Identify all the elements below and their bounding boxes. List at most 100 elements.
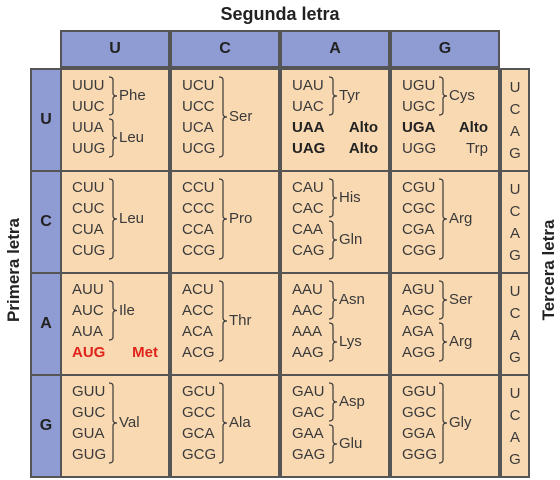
- amino-acid-label: Trp: [466, 140, 488, 157]
- brace-icon: [438, 382, 448, 464]
- third-letter-g: G: [509, 348, 521, 366]
- codon: UAG: [292, 140, 326, 157]
- stop-codon-label: Alto: [458, 119, 488, 136]
- codon: AUU: [72, 281, 104, 298]
- brace-icon: [328, 220, 338, 260]
- third-letter-c: C: [509, 100, 521, 118]
- codon-cell: ACU ACC ACA ACG Thr: [170, 272, 280, 376]
- codon: AGU: [402, 281, 435, 298]
- third-letter-a: A: [509, 428, 520, 446]
- third-letter-a: A: [509, 224, 520, 242]
- codon-cell: UAU UAC UAA UAG Tyr Alto Alto: [280, 68, 390, 172]
- amino-acid-label: Glu: [339, 435, 363, 452]
- codon: UCU: [182, 77, 215, 94]
- codon: UAA: [292, 119, 325, 136]
- brace-icon: [218, 178, 228, 260]
- second-letter-header-g: G: [390, 30, 500, 68]
- amino-acid-label: Ala: [229, 414, 251, 431]
- second-letter-header-a: A: [280, 30, 390, 68]
- codon-cell: CUU CUC CUA CUG Leu: [60, 170, 170, 274]
- amino-acid-label: Pro: [229, 210, 253, 227]
- third-letter-u: U: [509, 180, 521, 198]
- brace-icon: [438, 280, 448, 320]
- codon: UGG: [402, 140, 437, 157]
- codon: ACU: [182, 281, 214, 298]
- codon: CCU: [182, 179, 215, 196]
- codon: UCG: [182, 140, 216, 157]
- codon-cell: UCU UCC UCA UCG Ser: [170, 68, 280, 172]
- codon-cell: GGU GGC GGA GGG Gly: [390, 374, 500, 478]
- codon: UGC: [402, 98, 436, 115]
- codon: ACA: [182, 323, 213, 340]
- codon: CUU: [72, 179, 105, 196]
- third-letter-c: C: [509, 406, 521, 424]
- amino-acid-label: Gln: [339, 231, 363, 248]
- stop-codon-label: Alto: [348, 140, 378, 157]
- stop-codon-label: Alto: [348, 119, 378, 136]
- amino-acid-label: Tyr: [339, 87, 360, 104]
- second-letter-header-u: U: [60, 30, 170, 68]
- codon: CAU: [292, 179, 324, 196]
- codon-cell: CAU CAC CAA CAG His Gln: [280, 170, 390, 274]
- brace-icon: [438, 178, 448, 260]
- amino-acid-label: Gly: [449, 414, 472, 431]
- amino-acid-label: Phe: [119, 87, 146, 104]
- codon: CAG: [292, 242, 325, 259]
- third-letter-title: Tercera letra: [539, 219, 558, 321]
- codon: ACG: [182, 344, 215, 361]
- codon: GCC: [182, 404, 216, 421]
- codon: UGU: [402, 77, 436, 94]
- brace-icon: [328, 280, 338, 320]
- codon-cell: AGU AGC AGA AGG Ser Arg: [390, 272, 500, 376]
- amino-acid-label: Leu: [119, 210, 145, 227]
- first-letter-header-c: C: [30, 170, 62, 274]
- codon: CCA: [182, 221, 214, 238]
- third-letter-c: C: [509, 304, 521, 322]
- amino-acid-label: Lys: [339, 333, 362, 350]
- codon: UAU: [292, 77, 324, 94]
- codon: GCU: [182, 383, 216, 400]
- brace-icon: [218, 76, 228, 158]
- codon: AGG: [402, 344, 436, 361]
- brace-icon: [328, 322, 338, 362]
- codon-cell: CCU CCC CCA CCG Pro: [170, 170, 280, 274]
- codon: AUG: [72, 344, 106, 361]
- codon: GGG: [402, 446, 438, 463]
- codon: CUC: [72, 200, 105, 217]
- amino-acid-label: His: [339, 189, 361, 206]
- codon-cell: GUU GUC GUA GUG Val: [60, 374, 170, 478]
- codon: UUA: [72, 119, 104, 136]
- brace-icon: [108, 118, 118, 158]
- codon: AUC: [72, 302, 104, 319]
- third-letter-g: G: [509, 144, 521, 162]
- amino-acid-label: Ser: [449, 291, 473, 308]
- codon-cell: GAU GAC GAA GAG Asp Glu: [280, 374, 390, 478]
- codon: UGA: [402, 119, 436, 136]
- codon: CGU: [402, 179, 436, 196]
- brace-icon: [328, 76, 338, 116]
- first-letter-header-u: U: [30, 68, 62, 172]
- amino-acid-label: Asp: [339, 393, 365, 410]
- codon: CAC: [292, 200, 324, 217]
- brace-icon: [108, 382, 118, 464]
- codon: GUU: [72, 383, 106, 400]
- codon: AAC: [292, 302, 323, 319]
- amino-acid-label: Asn: [339, 291, 365, 308]
- codon: GGU: [402, 383, 437, 400]
- codon: CUG: [72, 242, 106, 259]
- codon: GUA: [72, 425, 105, 442]
- codon: UUU: [72, 77, 105, 94]
- amino-acid-label: Ile: [119, 301, 135, 319]
- brace-icon: [218, 382, 228, 464]
- third-letter-c: C: [509, 202, 521, 220]
- brace-icon: [108, 76, 118, 116]
- brace-icon: [438, 322, 448, 362]
- amino-acid-label: Arg: [449, 333, 473, 350]
- brace-icon: [328, 382, 338, 422]
- codon: AAU: [292, 281, 323, 298]
- third-letter-u: U: [509, 78, 521, 96]
- third-letter-g: G: [509, 246, 521, 264]
